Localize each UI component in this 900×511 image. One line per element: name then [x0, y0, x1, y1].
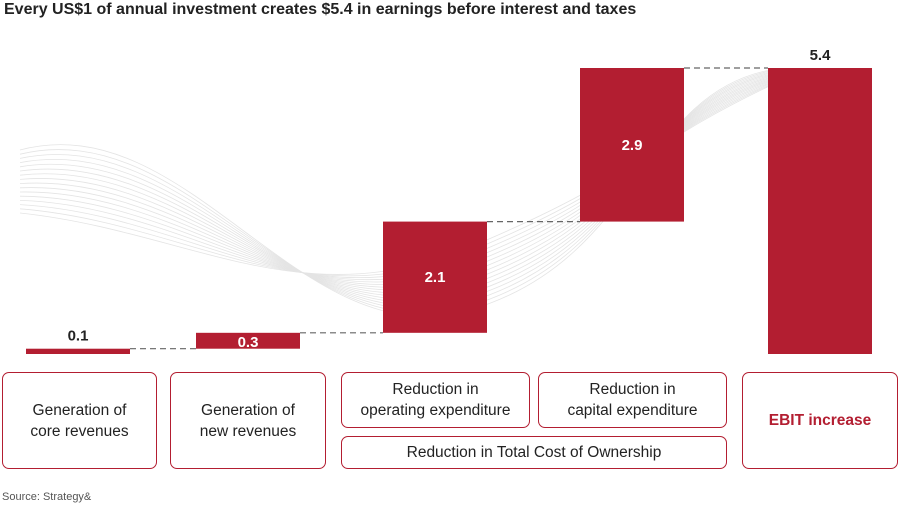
category-ebit-label: EBIT increase — [768, 412, 872, 429]
value-label-4: 5.4 — [810, 47, 832, 64]
value-label-2: 2.1 — [425, 269, 446, 286]
category-opex-line2: operating expenditure — [360, 402, 511, 419]
waterfall-chart: 0.1 0.3 2.1 2.9 5.4 — [19, 47, 872, 354]
category-capex-line1: Reduction in — [589, 381, 676, 398]
category-new-revenues: Generation of new revenues — [170, 372, 326, 469]
value-labels: 0.1 0.3 2.1 2.9 5.4 — [68, 47, 832, 351]
connector-lines — [130, 67, 768, 350]
category-core-line2: core revenues — [30, 422, 129, 440]
bar-2 — [383, 221, 487, 333]
value-label-3: 2.9 — [622, 137, 643, 154]
category-core-line1: Generation of — [32, 401, 127, 419]
bars-group — [26, 68, 872, 354]
bar-4 — [768, 68, 872, 354]
category-core-revenues: Generation of core revenues — [2, 372, 157, 469]
category-new-line2: new revenues — [199, 422, 297, 440]
category-ebit-increase: EBIT increase — [742, 372, 898, 469]
source-note: Source: Strategy& — [2, 491, 92, 503]
bar-0 — [26, 348, 130, 354]
value-label-1: 0.3 — [238, 334, 259, 351]
category-tco-label: Reduction in Total Cost of Ownership — [406, 444, 662, 461]
bar-1 — [196, 332, 300, 349]
category-tco-group: Reduction in Total Cost of Ownership — [341, 436, 727, 469]
bar-3 — [580, 68, 684, 222]
value-label-0: 0.1 — [68, 328, 89, 345]
category-capex: Reduction in capital expenditure — [538, 372, 727, 428]
category-opex-line1: Reduction in — [392, 381, 479, 398]
category-new-line1: Generation of — [201, 401, 295, 419]
category-opex: Reduction in operating expenditure — [341, 372, 530, 428]
category-capex-line2: capital expenditure — [567, 402, 698, 419]
chart-title: Every US$1 of annual investment creates … — [4, 1, 637, 18]
